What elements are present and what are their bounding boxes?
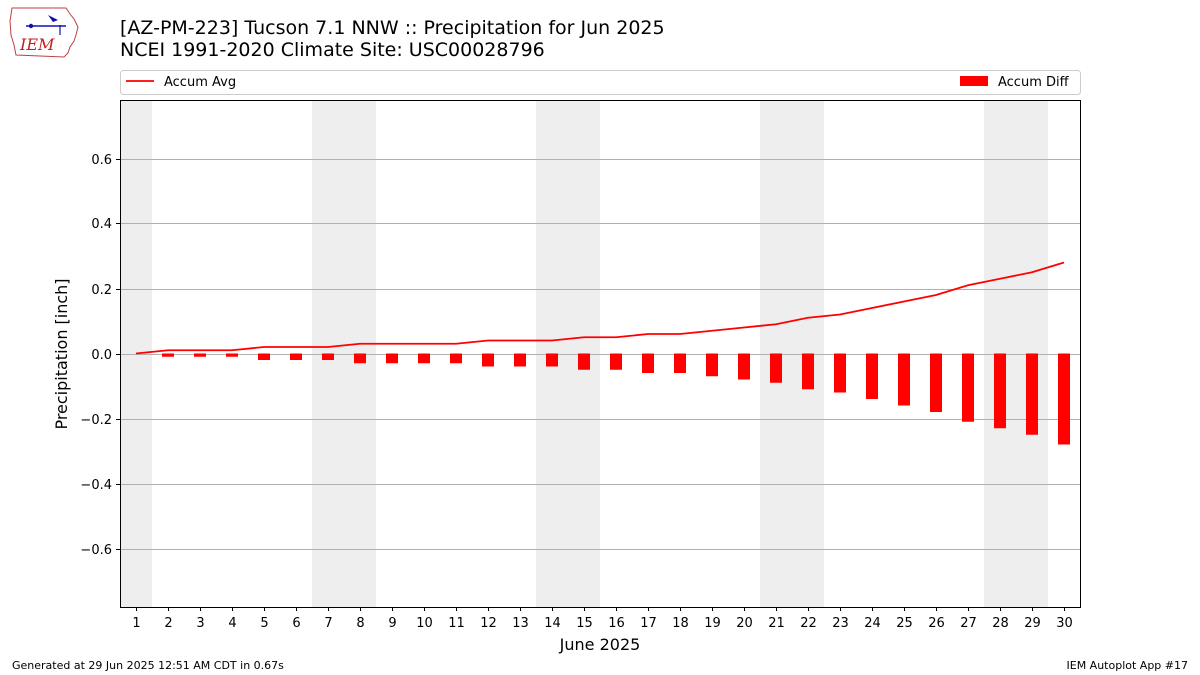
x-tick-label: 21 — [768, 616, 785, 631]
x-tick-label: 11 — [448, 616, 465, 631]
chart-title: [AZ-PM-223] Tucson 7.1 NNW :: Precipitat… — [120, 17, 665, 39]
x-tick-label: 17 — [640, 616, 657, 631]
y-tick-label: −0.4 — [80, 478, 112, 493]
x-tick-label: 9 — [388, 616, 396, 631]
y-tick-label: 0.0 — [91, 348, 112, 363]
accum-diff-bar — [834, 353, 846, 393]
footer-app: IEM Autoplot App #17 — [1066, 659, 1189, 672]
y-axis-label: Precipitation [inch] — [52, 278, 71, 429]
x-tick-label: 14 — [544, 616, 561, 631]
x-tick-label: 3 — [196, 616, 204, 631]
x-tick-label: 25 — [896, 616, 913, 631]
iem-logo: IEM — [9, 7, 79, 58]
accum-diff-bar — [546, 353, 558, 367]
y-tick-label: 0.4 — [91, 217, 112, 232]
x-tick-label: 2 — [164, 616, 172, 631]
chart-subtitle: NCEI 1991-2020 Climate Site: USC00028796 — [120, 39, 545, 61]
accum-diff-bar — [194, 353, 206, 357]
x-tick-label: 26 — [928, 616, 945, 631]
x-tick-label: 29 — [1024, 616, 1041, 631]
logo-text: IEM — [19, 35, 55, 54]
x-tick-label: 4 — [228, 616, 236, 631]
accum-diff-bar — [610, 353, 622, 370]
plot-frame — [120, 100, 1081, 608]
weekend-band — [312, 100, 376, 607]
accum-diff-bar — [930, 353, 942, 412]
accum-diff-bar — [898, 353, 910, 406]
x-tick-label: 8 — [356, 616, 364, 631]
accum-diff-bar — [226, 353, 238, 357]
accum-diff-bar — [578, 353, 590, 370]
x-tick-label: 27 — [960, 616, 977, 631]
accum-diff-bar — [994, 353, 1006, 429]
x-tick-label: 6 — [292, 616, 300, 631]
accum-diff-bar — [706, 353, 718, 377]
legend-accum-avg: Accum Avg — [164, 75, 236, 90]
accum-diff-bar — [162, 353, 174, 357]
wind-vane-icon — [48, 15, 58, 22]
y-tick-label: 0.6 — [91, 153, 112, 168]
x-tick-label: 12 — [480, 616, 497, 631]
accum-diff-bar — [1026, 353, 1038, 435]
x-tick-label: 18 — [672, 616, 689, 631]
accum-diff-bar — [866, 353, 878, 399]
accum-diff-bar — [482, 353, 494, 367]
y-tick-label: −0.6 — [80, 543, 112, 558]
accum-diff-bar — [738, 353, 750, 380]
x-tick-label: 5 — [260, 616, 268, 631]
weekend-band — [984, 100, 1048, 607]
x-axis-label: June 2025 — [559, 635, 641, 654]
x-tick-label: 15 — [576, 616, 593, 631]
accum-diff-bar — [290, 353, 302, 360]
x-tick-label: 30 — [1056, 616, 1073, 631]
x-tick-label: 19 — [704, 616, 721, 631]
x-tick-label: 24 — [864, 616, 881, 631]
legend-bar-swatch — [960, 76, 988, 86]
weekend-band — [536, 100, 600, 607]
x-tick-label: 7 — [324, 616, 332, 631]
accum-diff-bar — [962, 353, 974, 422]
accum-avg-line — [135, 261, 1065, 355]
accum-diff-bar — [418, 353, 430, 364]
accum-diff-bar — [514, 353, 526, 367]
accum-diff-bar — [1058, 353, 1070, 445]
weekend-band — [760, 100, 824, 607]
iowa-outline-icon — [9, 7, 79, 58]
y-tick-label: 0.2 — [91, 283, 112, 298]
x-tick-label: 16 — [608, 616, 625, 631]
accum-diff-bar — [770, 353, 782, 383]
x-tick-label: 28 — [992, 616, 1009, 631]
x-tick-label: 23 — [832, 616, 849, 631]
accum-diff-bar — [802, 353, 814, 390]
x-tick-label: 10 — [416, 616, 433, 631]
x-tick-label: 20 — [736, 616, 753, 631]
accum-diff-bar — [674, 353, 686, 373]
accum-diff-bar — [642, 353, 654, 373]
legend-accum-diff: Accum Diff — [998, 75, 1070, 90]
x-tick-label: 13 — [512, 616, 529, 631]
accum-diff-bar — [354, 353, 366, 364]
y-tick-label: −0.2 — [80, 413, 112, 428]
accum-diff-bar — [322, 353, 334, 360]
accum-diff-bar — [258, 353, 270, 360]
accum-diff-bar — [386, 353, 398, 364]
footer-generated: Generated at 29 Jun 2025 12:51 AM CDT in… — [12, 659, 284, 672]
accum-diff-bar — [450, 353, 462, 364]
legend: Accum Avg Accum Diff — [120, 70, 1081, 95]
x-tick-label: 1 — [132, 616, 140, 631]
x-tick-label: 22 — [800, 616, 817, 631]
